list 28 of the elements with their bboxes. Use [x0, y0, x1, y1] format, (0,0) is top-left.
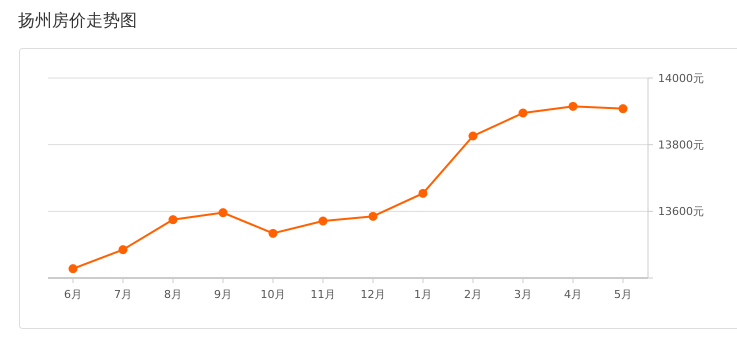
x-tick-label: 9月	[214, 288, 232, 301]
point	[318, 216, 328, 226]
x-tick-label: 2月	[464, 288, 482, 301]
point	[218, 208, 228, 218]
point	[68, 264, 78, 274]
y-tick-label: 14000元	[658, 72, 704, 85]
point	[118, 245, 128, 254]
y-tick-label: 13800元	[658, 138, 704, 152]
point	[368, 212, 378, 221]
x-tick-label: 10月	[260, 288, 286, 301]
x-tick-label: 7月	[114, 288, 132, 301]
point	[518, 108, 528, 118]
x-tick-label: 3月	[514, 288, 532, 301]
y-tick-label: 13600元	[658, 205, 704, 218]
point	[418, 188, 428, 198]
point	[268, 228, 278, 238]
point	[618, 104, 628, 114]
x-tick-label: 6月	[64, 288, 82, 301]
x-tick-label: 1月	[414, 288, 432, 301]
point	[168, 215, 178, 224]
x-tick-label: 5月	[614, 288, 632, 301]
point	[568, 102, 578, 111]
x-tick-label: 12月	[360, 288, 386, 301]
x-tick-label: 11月	[310, 288, 336, 301]
x-tick-label: 8月	[164, 288, 182, 301]
chart-title: 扬州房价走势图	[18, 11, 137, 31]
x-tick-label: 4月	[564, 288, 582, 301]
point	[468, 132, 478, 140]
